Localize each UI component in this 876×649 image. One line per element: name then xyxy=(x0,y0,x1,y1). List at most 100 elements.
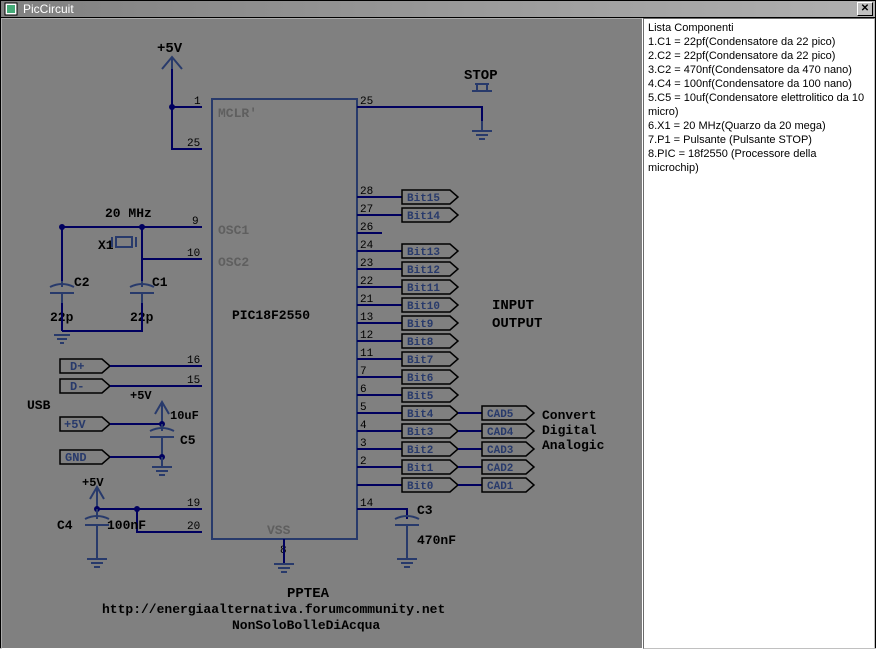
svg-text:D-: D- xyxy=(70,380,84,394)
svg-text:Bit8: Bit8 xyxy=(407,337,434,349)
crystal-icon xyxy=(112,237,136,247)
svg-text:12: 12 xyxy=(360,330,373,342)
svg-text:13: 13 xyxy=(360,312,373,324)
component-list-items: 1.C1 = 22pf(Condensatore da 22 pico)2.C2… xyxy=(648,35,870,175)
svg-text:16: 16 xyxy=(187,355,200,367)
footer1: PPTEA xyxy=(287,586,330,602)
component-list-item: 4.C4 = 100nf(Condensatore da 100 nano) xyxy=(648,77,870,91)
component-list-item: 2.C2 = 22pf(Condensatore da 22 pico) xyxy=(648,49,870,63)
gnd-stop xyxy=(472,121,492,139)
pinnum: 1 xyxy=(194,96,201,108)
svg-text:Bit9: Bit9 xyxy=(407,319,433,331)
gnd-c4 xyxy=(87,559,107,567)
gnd-vss xyxy=(274,564,294,572)
component-list-panel: Lista Componenti 1.C1 = 22pf(Condensator… xyxy=(643,18,875,649)
tag-usb5v: +5V xyxy=(60,417,110,432)
gnd-usb xyxy=(152,457,172,475)
svg-text:Bit5: Bit5 xyxy=(407,391,434,403)
svg-text:+5V: +5V xyxy=(64,418,86,432)
footer2: http://energiaalternativa.forumcommunity… xyxy=(102,602,445,617)
svg-text:23: 23 xyxy=(360,258,373,270)
svg-text:21: 21 xyxy=(360,294,374,306)
cap-c2 xyxy=(50,281,74,303)
svg-text:CAD2: CAD2 xyxy=(487,463,513,475)
io-label1: INPUT xyxy=(492,298,534,314)
svg-text:Bit15: Bit15 xyxy=(407,193,440,205)
c5-val: 10uF xyxy=(170,409,199,423)
svg-text:2: 2 xyxy=(360,456,367,468)
cap-c1 xyxy=(130,281,154,303)
tag-dplus: D+ xyxy=(60,359,110,374)
svg-text:4: 4 xyxy=(360,420,367,432)
usb-label: USB xyxy=(27,398,51,413)
c5-label: C5 xyxy=(180,433,196,448)
cap-c4 xyxy=(85,509,109,559)
tag-gnd: GND xyxy=(60,450,110,465)
pin-vss: VSS xyxy=(267,523,291,538)
c3-label: C3 xyxy=(417,503,433,518)
svg-text:Bit1: Bit1 xyxy=(407,463,434,475)
component-list-item: 3.C2 = 470nf(Condensatore da 470 nano) xyxy=(648,63,870,77)
svg-text:Bit2: Bit2 xyxy=(407,445,433,457)
component-list-item: 5.C5 = 10uf(Condensatore elettrolitico d… xyxy=(648,91,870,119)
pinnum: 10 xyxy=(187,248,200,260)
svg-text:Bit7: Bit7 xyxy=(407,355,433,367)
xtal-freq: 20 MHz xyxy=(105,206,152,221)
close-button[interactable]: ✕ xyxy=(857,2,873,16)
cda1: Convert xyxy=(542,408,597,423)
content-area: +5V 1 25 MCLR' OSC1 OSC2 PIC18F2550 VSS … xyxy=(1,18,875,649)
label-5v-top: +5V xyxy=(157,41,183,57)
wire xyxy=(357,107,482,121)
component-list-title: Lista Componenti xyxy=(648,21,870,35)
component-list-item: 8.PIC = 18f2550 (Processore della microc… xyxy=(648,147,870,175)
pinnum: 25 xyxy=(187,138,200,150)
pinnum: 9 xyxy=(192,216,199,228)
c4-val: 100nF xyxy=(107,518,146,533)
gnd-xtal xyxy=(54,335,70,343)
pinnum: 14 xyxy=(360,498,374,510)
io-label2: OUTPUT xyxy=(492,316,542,332)
svg-text:20: 20 xyxy=(187,521,200,533)
label-5v-c4: +5V xyxy=(82,476,104,490)
c1-label: C1 xyxy=(152,275,168,290)
cap-c3 xyxy=(395,516,419,559)
schematic-canvas[interactable]: +5V 1 25 MCLR' OSC1 OSC2 PIC18F2550 VSS … xyxy=(1,18,643,649)
svg-text:19: 19 xyxy=(187,498,200,510)
svg-text:6: 6 xyxy=(360,384,367,396)
titlebar[interactable]: PicCircuit ✕ xyxy=(1,1,875,18)
svg-text:D+: D+ xyxy=(70,360,84,374)
footer3: NonSoloBolleDiAcqua xyxy=(232,618,380,633)
component-list-item: 6.X1 = 20 MHz(Quarzo da 20 mega) xyxy=(648,119,870,133)
svg-text:5: 5 xyxy=(360,402,367,414)
stop-label: STOP xyxy=(464,68,498,84)
pushbutton-icon xyxy=(472,84,492,91)
svg-text:15: 15 xyxy=(187,375,200,387)
c3-val: 470nF xyxy=(417,533,456,548)
svg-text:Bit12: Bit12 xyxy=(407,265,440,277)
svg-text:Bit11: Bit11 xyxy=(407,283,440,295)
svg-text:27: 27 xyxy=(360,204,373,216)
c2-label: C2 xyxy=(74,275,90,290)
io-bits-group: 2628Bit1527Bit1424Bit1323Bit1222Bit1121B… xyxy=(357,186,534,493)
svg-text:Bit4: Bit4 xyxy=(407,409,434,421)
cda3: Analogic xyxy=(542,438,605,453)
svg-text:Bit10: Bit10 xyxy=(407,301,440,313)
window-title: PicCircuit xyxy=(23,2,857,16)
svg-text:11: 11 xyxy=(360,348,374,360)
pin-mclr: MCLR' xyxy=(218,106,257,121)
svg-text:24: 24 xyxy=(360,240,374,252)
svg-text:Bit14: Bit14 xyxy=(407,211,440,223)
cda2: Digital xyxy=(542,423,597,438)
label-5v-c5: +5V xyxy=(130,389,152,403)
app-window: PicCircuit ✕ +5V 1 25 MCLR' OSC1 xyxy=(0,0,876,648)
component-list-item: 1.C1 = 22pf(Condensatore da 22 pico) xyxy=(648,35,870,49)
svg-text:Bit3: Bit3 xyxy=(407,427,434,439)
svg-text:3: 3 xyxy=(360,438,367,450)
tag-dminus: D- xyxy=(60,379,110,394)
pin-osc1: OSC1 xyxy=(218,223,249,238)
svg-text:GND: GND xyxy=(65,451,87,465)
svg-text:CAD1: CAD1 xyxy=(487,481,514,493)
app-icon xyxy=(3,1,19,17)
cap-c5 xyxy=(150,424,174,457)
svg-text:CAD3: CAD3 xyxy=(487,445,514,457)
